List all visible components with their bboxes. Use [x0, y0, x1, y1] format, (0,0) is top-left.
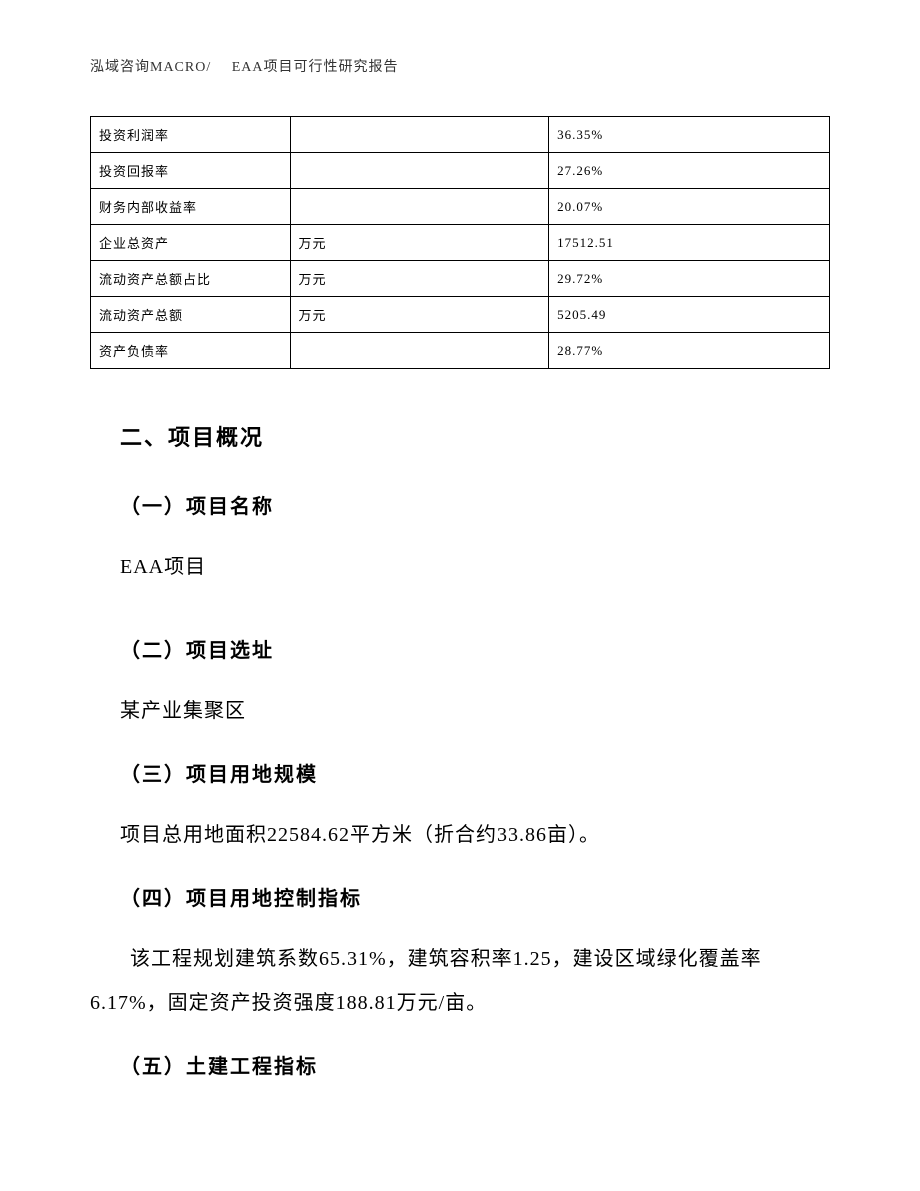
cell-label: 财务内部收益率	[91, 189, 291, 225]
header-right: EAA项目可行性研究报告	[232, 60, 399, 75]
cell-value: 20.07%	[549, 189, 830, 225]
cell-unit: 万元	[290, 261, 549, 297]
section-title: 二、项目概况	[120, 417, 800, 459]
subheading-project-name: （一）项目名称	[120, 487, 800, 527]
table-row: 流动资产总额占比 万元 29.72%	[91, 261, 830, 297]
cell-label: 投资利润率	[91, 117, 291, 153]
cell-value: 27.26%	[549, 153, 830, 189]
cell-unit: 万元	[290, 225, 549, 261]
cell-unit	[290, 333, 549, 369]
cell-value: 17512.51	[549, 225, 830, 261]
cell-value: 5205.49	[549, 297, 830, 333]
header-separator	[219, 60, 224, 75]
cell-label: 流动资产总额	[91, 297, 291, 333]
cell-unit	[290, 153, 549, 189]
cell-value: 28.77%	[549, 333, 830, 369]
cell-value: 29.72%	[549, 261, 830, 297]
cell-label: 流动资产总额占比	[91, 261, 291, 297]
content-area: 二、项目概况 （一）项目名称 EAA项目 （二）项目选址 某产业集聚区 （三）项…	[90, 417, 830, 1087]
page: 泓域咨询MACRO/ EAA项目可行性研究报告 投资利润率 36.35% 投资回…	[0, 0, 920, 1191]
cell-unit	[290, 189, 549, 225]
cell-value: 36.35%	[549, 117, 830, 153]
table-row: 资产负债率 28.77%	[91, 333, 830, 369]
subheading-construction-index: （五）土建工程指标	[120, 1047, 800, 1087]
table-row: 财务内部收益率 20.07%	[91, 189, 830, 225]
text-land-scale: 项目总用地面积22584.62平方米（折合约33.86亩）。	[120, 813, 800, 857]
text-project-name: EAA项目	[120, 545, 800, 589]
subheading-land-scale: （三）项目用地规模	[120, 755, 800, 795]
cell-label: 企业总资产	[91, 225, 291, 261]
text-project-location: 某产业集聚区	[120, 689, 800, 733]
header-left: 泓域咨询MACRO/	[90, 60, 211, 75]
table-row: 投资回报率 27.26%	[91, 153, 830, 189]
cell-unit	[290, 117, 549, 153]
page-header: 泓域咨询MACRO/ EAA项目可行性研究报告	[90, 56, 830, 76]
table-row: 流动资产总额 万元 5205.49	[91, 297, 830, 333]
text-land-control: 该工程规划建筑系数65.31%，建筑容积率1.25，建设区域绿化覆盖率6.17%…	[90, 937, 800, 1025]
cell-label: 投资回报率	[91, 153, 291, 189]
subheading-land-control: （四）项目用地控制指标	[120, 879, 800, 919]
cell-label: 资产负债率	[91, 333, 291, 369]
subheading-project-location: （二）项目选址	[120, 631, 800, 671]
table-row: 投资利润率 36.35%	[91, 117, 830, 153]
paragraph-block: 该工程规划建筑系数65.31%，建筑容积率1.25，建设区域绿化覆盖率6.17%…	[90, 937, 800, 1025]
table-row: 企业总资产 万元 17512.51	[91, 225, 830, 261]
financial-table: 投资利润率 36.35% 投资回报率 27.26% 财务内部收益率 20.07%…	[90, 116, 830, 369]
cell-unit: 万元	[290, 297, 549, 333]
